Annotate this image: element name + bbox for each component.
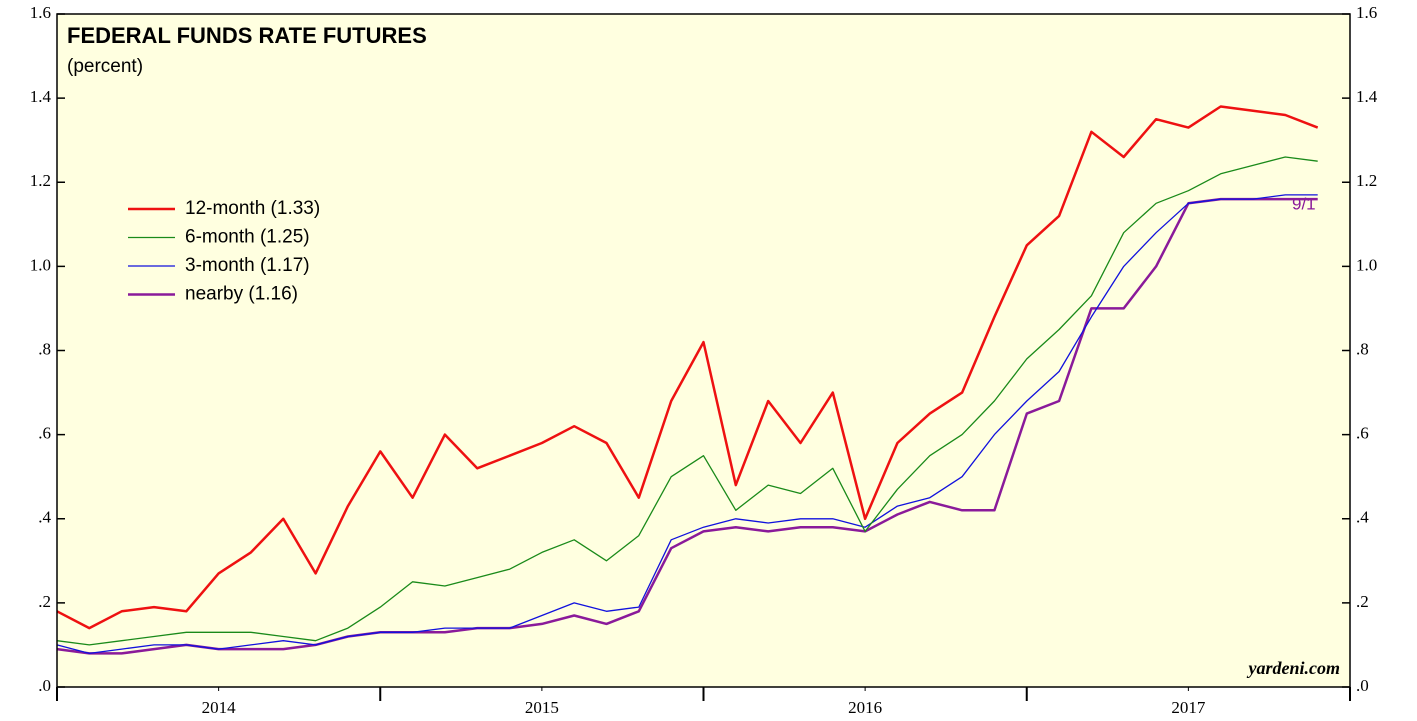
plot-border bbox=[56, 13, 1351, 688]
y-tick-label: .0 bbox=[38, 676, 51, 695]
y2-tick-label: .6 bbox=[1356, 424, 1369, 443]
y-tick-label: 1.6 bbox=[30, 3, 51, 22]
legend-label: nearby (1.16) bbox=[185, 284, 298, 305]
plot-area bbox=[57, 14, 1350, 687]
y2-tick-label: 1.2 bbox=[1356, 171, 1377, 190]
y-tick-label: 1.2 bbox=[30, 171, 51, 190]
y2-tick-label: .0 bbox=[1356, 676, 1369, 695]
series-line bbox=[56, 105, 1319, 630]
chart-title: FEDERAL FUNDS RATE FUTURES bbox=[67, 23, 427, 48]
x-tick-label: 2014 bbox=[202, 698, 237, 717]
y2-tick-label: 1.0 bbox=[1356, 255, 1377, 274]
x-tick-label: 2015 bbox=[525, 698, 559, 717]
y2-tick-label: 1.6 bbox=[1356, 3, 1377, 22]
y-tick-label: .2 bbox=[38, 592, 51, 611]
y-tick-label: 1.0 bbox=[30, 255, 51, 274]
y-tick-label: .8 bbox=[38, 339, 51, 358]
legend-label: 3-month (1.17) bbox=[185, 255, 310, 276]
series-line bbox=[56, 156, 1318, 646]
y-tick-label: .6 bbox=[38, 424, 51, 443]
y2-tick-label: .8 bbox=[1356, 339, 1369, 358]
y2-tick-label: 1.4 bbox=[1356, 87, 1378, 106]
y2-tick-label: .4 bbox=[1356, 508, 1369, 527]
annotation: 9/1 bbox=[1292, 194, 1316, 213]
series-line bbox=[56, 194, 1318, 655]
y-tick-label: 1.4 bbox=[30, 87, 52, 106]
legend-label: 6-month (1.25) bbox=[185, 227, 310, 248]
x-tick-label: 2017 bbox=[1171, 698, 1206, 717]
y2-tick-label: .2 bbox=[1356, 592, 1369, 611]
source: yardeni.com bbox=[1247, 658, 1341, 678]
y-tick-label: .4 bbox=[38, 508, 51, 527]
legend-label: 12-month (1.33) bbox=[185, 198, 320, 219]
series-line bbox=[56, 197, 1318, 655]
x-tick-label: 2016 bbox=[848, 698, 882, 717]
chart-subtitle: (percent) bbox=[67, 56, 143, 77]
